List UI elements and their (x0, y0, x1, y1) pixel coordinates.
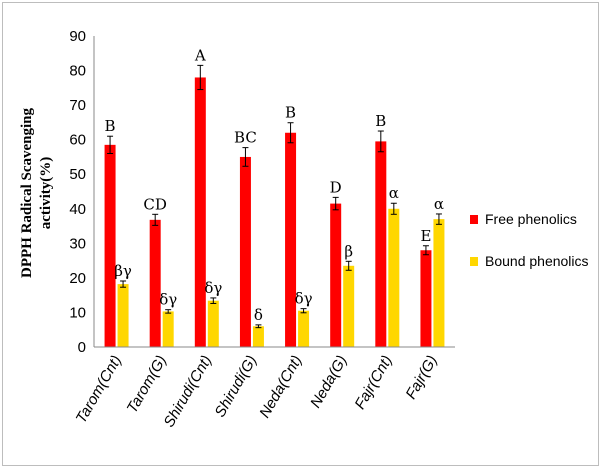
free-significance-label-7: E (420, 227, 431, 245)
free-bar-0 (104, 144, 116, 347)
bound-significance-label-7: α (434, 195, 444, 213)
legend-label-1: Bound phenolics (485, 253, 589, 269)
y-tick-label-5: 50 (69, 166, 86, 183)
x-axis-labels: Tarom(Cnt)Tarom(G)Shirudi(Cnt)Shirudi(G)… (73, 352, 441, 430)
bound-bar-1 (162, 311, 174, 347)
x-tick-label-0: Tarom(Cnt) (73, 352, 125, 426)
free-bar-2 (194, 77, 206, 347)
y-tick-label-4: 40 (69, 201, 86, 218)
x-tick-label-3: Shirudi(G) (211, 353, 260, 421)
free-bar-1 (149, 219, 161, 347)
bound-bar-6 (388, 208, 400, 347)
free-significance-label-1: CD (143, 195, 167, 213)
y-tick-label-0: 0 (78, 339, 86, 356)
x-tick-label-2: Shirudi(Cnt) (161, 353, 216, 431)
bound-bar-2 (207, 300, 219, 347)
x-tick-label-6: Fajr(Cnt) (351, 353, 395, 413)
y-tick-label-7: 70 (69, 97, 86, 114)
free-significance-label-0: B (105, 117, 116, 135)
free-significance-label-5: D (330, 178, 342, 196)
legend-swatch-0 (470, 215, 478, 224)
y-tick-label-6: 60 (69, 132, 86, 149)
legend-label-0: Free phenolics (485, 211, 577, 227)
free-bar-4 (285, 132, 297, 347)
bound-significance-label-4: δγ (295, 290, 313, 308)
bound-significance-label-1: δγ (159, 291, 177, 309)
y-tick-label-8: 80 (69, 63, 86, 80)
chart-frame (2, 2, 599, 466)
bound-bar-7 (433, 219, 445, 347)
x-tick-label-7: Fajr(G) (402, 353, 440, 403)
free-significance-label-6: B (375, 112, 386, 130)
bound-significance-label-3: δ (254, 306, 263, 324)
legend-swatch-1 (470, 257, 478, 266)
y-tick-label-2: 20 (69, 270, 86, 287)
free-bar-5 (330, 203, 342, 347)
y-axis-label: DPPH Radical Scavenging activity(%) (19, 108, 54, 279)
x-tick-label-5: Neda(G) (307, 353, 350, 411)
free-significance-label-4: B (285, 104, 296, 122)
bound-significance-label-2: δγ (204, 279, 222, 297)
legend: Free phenolics Bound phenolics (470, 211, 589, 269)
y-axis-label-line-2: activity(%) (38, 157, 54, 229)
y-tick-label-3: 30 (69, 235, 86, 252)
bound-bar-5 (343, 265, 355, 347)
bound-bar-4 (298, 310, 310, 347)
free-bar-7 (420, 250, 432, 347)
x-tick-label-1: Tarom(G) (124, 353, 171, 417)
bound-significance-label-0: βγ (114, 262, 132, 280)
free-bar-6 (375, 141, 387, 347)
bound-significance-label-6: α (389, 184, 399, 202)
axes (93, 36, 455, 348)
y-tick-label-1: 10 (69, 304, 86, 321)
x-tick-label-4: Neda(Cnt) (256, 353, 305, 421)
bound-bar-3 (252, 326, 264, 347)
free-significance-label-3: BC (234, 129, 257, 147)
y-axis-ticks: 0 10 20 30 40 50 60 70 80 90 (69, 28, 86, 356)
free-bar-3 (239, 156, 251, 347)
bound-bar-0 (117, 284, 129, 347)
free-significance-label-2: A (194, 46, 206, 64)
y-tick-label-9: 90 (69, 28, 86, 45)
bound-significance-label-5: β (344, 242, 353, 260)
y-axis-label-line-1: DPPH Radical Scavenging (19, 108, 35, 279)
